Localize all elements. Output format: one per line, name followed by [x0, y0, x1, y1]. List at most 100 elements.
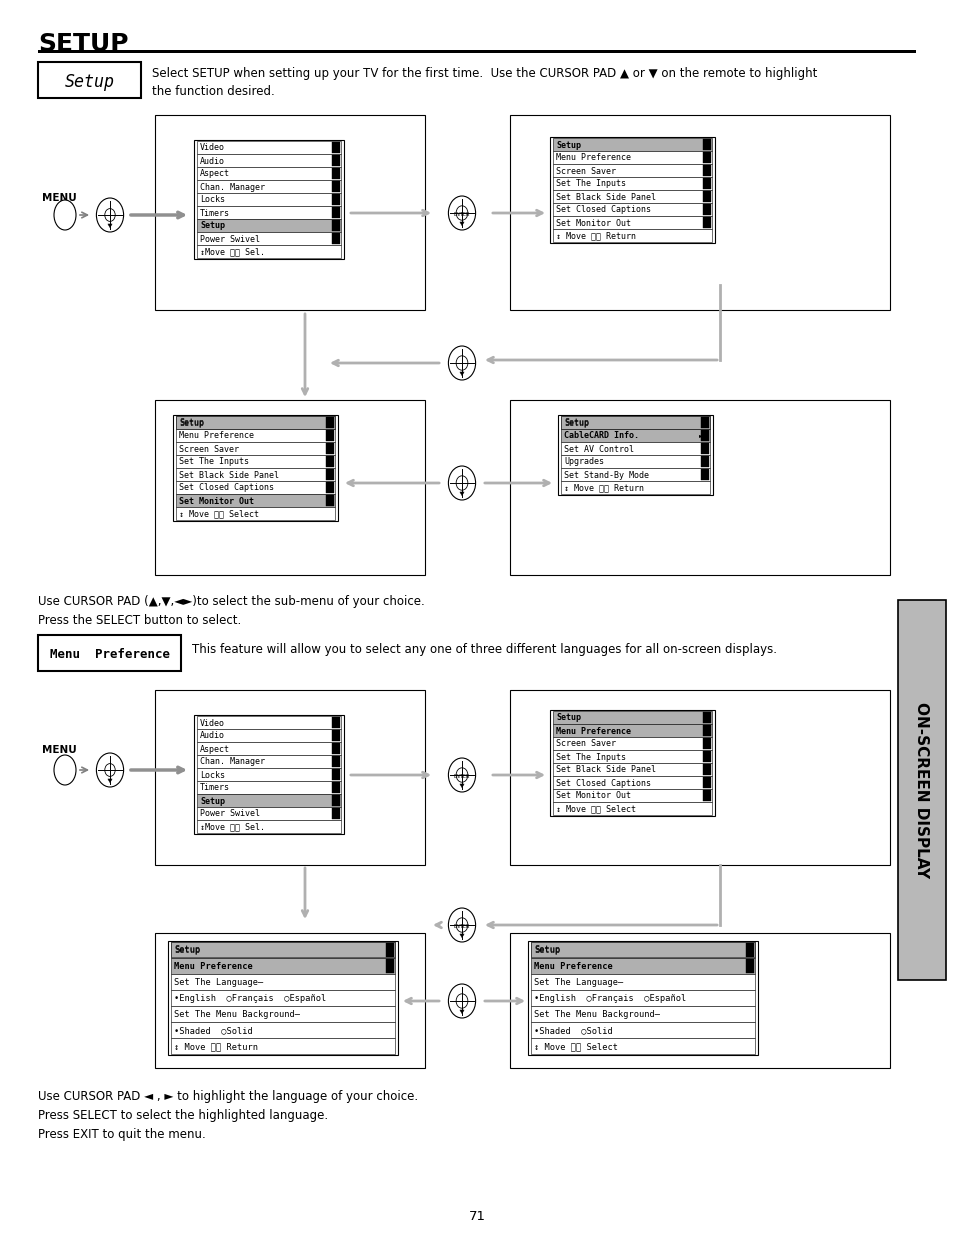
Bar — [531, 1037, 754, 1053]
Bar — [38, 635, 181, 671]
Text: Set Black Side Panel: Set Black Side Panel — [556, 193, 656, 201]
Bar — [531, 958, 754, 973]
Bar — [531, 974, 754, 989]
Bar — [700, 442, 708, 454]
Text: Set Monitor Out: Set Monitor Out — [556, 219, 630, 227]
Text: Power Swivel: Power Swivel — [200, 809, 260, 819]
Text: Menu  Preference: Menu Preference — [50, 647, 170, 661]
Text: MENU: MENU — [42, 745, 76, 755]
Text: Upgrades: Upgrades — [563, 457, 603, 467]
Text: Timers: Timers — [200, 209, 230, 217]
Bar — [196, 781, 340, 794]
Bar — [332, 194, 339, 205]
Bar — [332, 154, 339, 165]
Bar — [332, 206, 339, 219]
Bar — [332, 716, 339, 727]
Bar — [196, 206, 340, 219]
Bar — [326, 468, 334, 480]
Bar — [196, 794, 340, 806]
Text: ENTER: ENTER — [454, 774, 470, 779]
Text: ►◄: ►◄ — [699, 433, 708, 438]
Bar — [553, 763, 711, 776]
Bar — [553, 228, 711, 242]
Text: ↕ Move ⓢⓔ Select: ↕ Move ⓢⓔ Select — [534, 1042, 618, 1051]
Bar — [196, 820, 340, 832]
Bar — [560, 468, 709, 480]
Bar — [531, 1007, 754, 1021]
Text: Setup: Setup — [179, 419, 204, 427]
Text: ↕ Move ⓢⓔ Return: ↕ Move ⓢⓔ Return — [556, 231, 636, 241]
Bar — [702, 789, 710, 802]
Text: ENTER: ENTER — [454, 212, 470, 217]
Bar — [196, 154, 340, 167]
Bar — [326, 442, 334, 454]
Text: Set Black Side Panel: Set Black Side Panel — [556, 766, 656, 774]
Bar — [510, 115, 889, 310]
Text: Setup: Setup — [65, 73, 115, 91]
Bar — [702, 725, 710, 736]
Bar — [531, 990, 754, 1005]
Text: ON-SCREEN DISPLAY: ON-SCREEN DISPLAY — [914, 701, 928, 878]
Bar — [332, 730, 339, 741]
Bar — [553, 203, 711, 215]
Text: Set Closed Captions: Set Closed Captions — [179, 483, 274, 493]
Bar — [702, 152, 710, 163]
Bar — [550, 137, 714, 243]
Text: Set The Language—: Set The Language— — [173, 978, 263, 987]
Bar — [196, 232, 340, 245]
Bar — [171, 1007, 395, 1021]
Bar — [196, 768, 340, 781]
Text: •Shaded  ○Solid: •Shaded ○Solid — [534, 1026, 612, 1035]
Text: Screen Saver: Screen Saver — [556, 740, 616, 748]
Bar — [560, 480, 709, 494]
Text: 71: 71 — [468, 1210, 485, 1223]
Ellipse shape — [105, 209, 115, 221]
Bar — [154, 690, 424, 864]
Text: Video: Video — [200, 719, 225, 727]
Text: Set Closed Captions: Set Closed Captions — [556, 205, 650, 215]
Text: CableCARD Info.: CableCARD Info. — [563, 431, 639, 441]
Bar — [196, 729, 340, 741]
Bar — [550, 710, 714, 816]
Text: Set AV Control: Set AV Control — [563, 445, 634, 453]
Bar — [332, 220, 339, 231]
Bar — [175, 442, 335, 454]
Text: Setup: Setup — [200, 221, 225, 231]
Text: Aspect: Aspect — [200, 745, 230, 753]
Bar — [196, 806, 340, 820]
Bar — [553, 711, 711, 724]
Text: Setup: Setup — [173, 946, 200, 955]
Text: Set The Menu Background—: Set The Menu Background— — [173, 1010, 299, 1019]
Bar — [700, 416, 708, 429]
Text: ↕ Move ⓢⓔ Select: ↕ Move ⓢⓔ Select — [179, 510, 258, 519]
Bar — [332, 142, 339, 153]
Ellipse shape — [448, 466, 476, 500]
Ellipse shape — [54, 755, 76, 785]
Bar — [154, 932, 424, 1068]
Text: Setup: Setup — [556, 714, 580, 722]
Bar — [702, 204, 710, 215]
Bar — [560, 429, 709, 441]
Ellipse shape — [456, 994, 467, 1008]
Bar — [386, 942, 394, 957]
Bar — [193, 715, 344, 834]
Bar — [386, 958, 394, 973]
Bar — [171, 942, 395, 957]
Bar — [553, 737, 711, 750]
Bar — [171, 942, 395, 957]
Bar — [38, 49, 915, 53]
Text: ↕Move ⓢⓔ Sel.: ↕Move ⓢⓔ Sel. — [200, 247, 265, 257]
Bar — [326, 456, 334, 467]
Ellipse shape — [448, 984, 476, 1018]
Bar — [560, 454, 709, 468]
Text: Setup: Setup — [173, 945, 200, 953]
Text: Audio: Audio — [200, 731, 225, 741]
Ellipse shape — [456, 206, 467, 220]
Bar — [553, 151, 711, 163]
Bar — [527, 941, 758, 1055]
Bar — [332, 782, 339, 793]
Text: Use CURSOR PAD ◄ , ► to highlight the language of your choice.
Press SELECT to s: Use CURSOR PAD ◄ , ► to highlight the la… — [38, 1091, 417, 1141]
Ellipse shape — [456, 918, 467, 932]
Bar — [897, 600, 945, 981]
Bar — [553, 164, 711, 177]
